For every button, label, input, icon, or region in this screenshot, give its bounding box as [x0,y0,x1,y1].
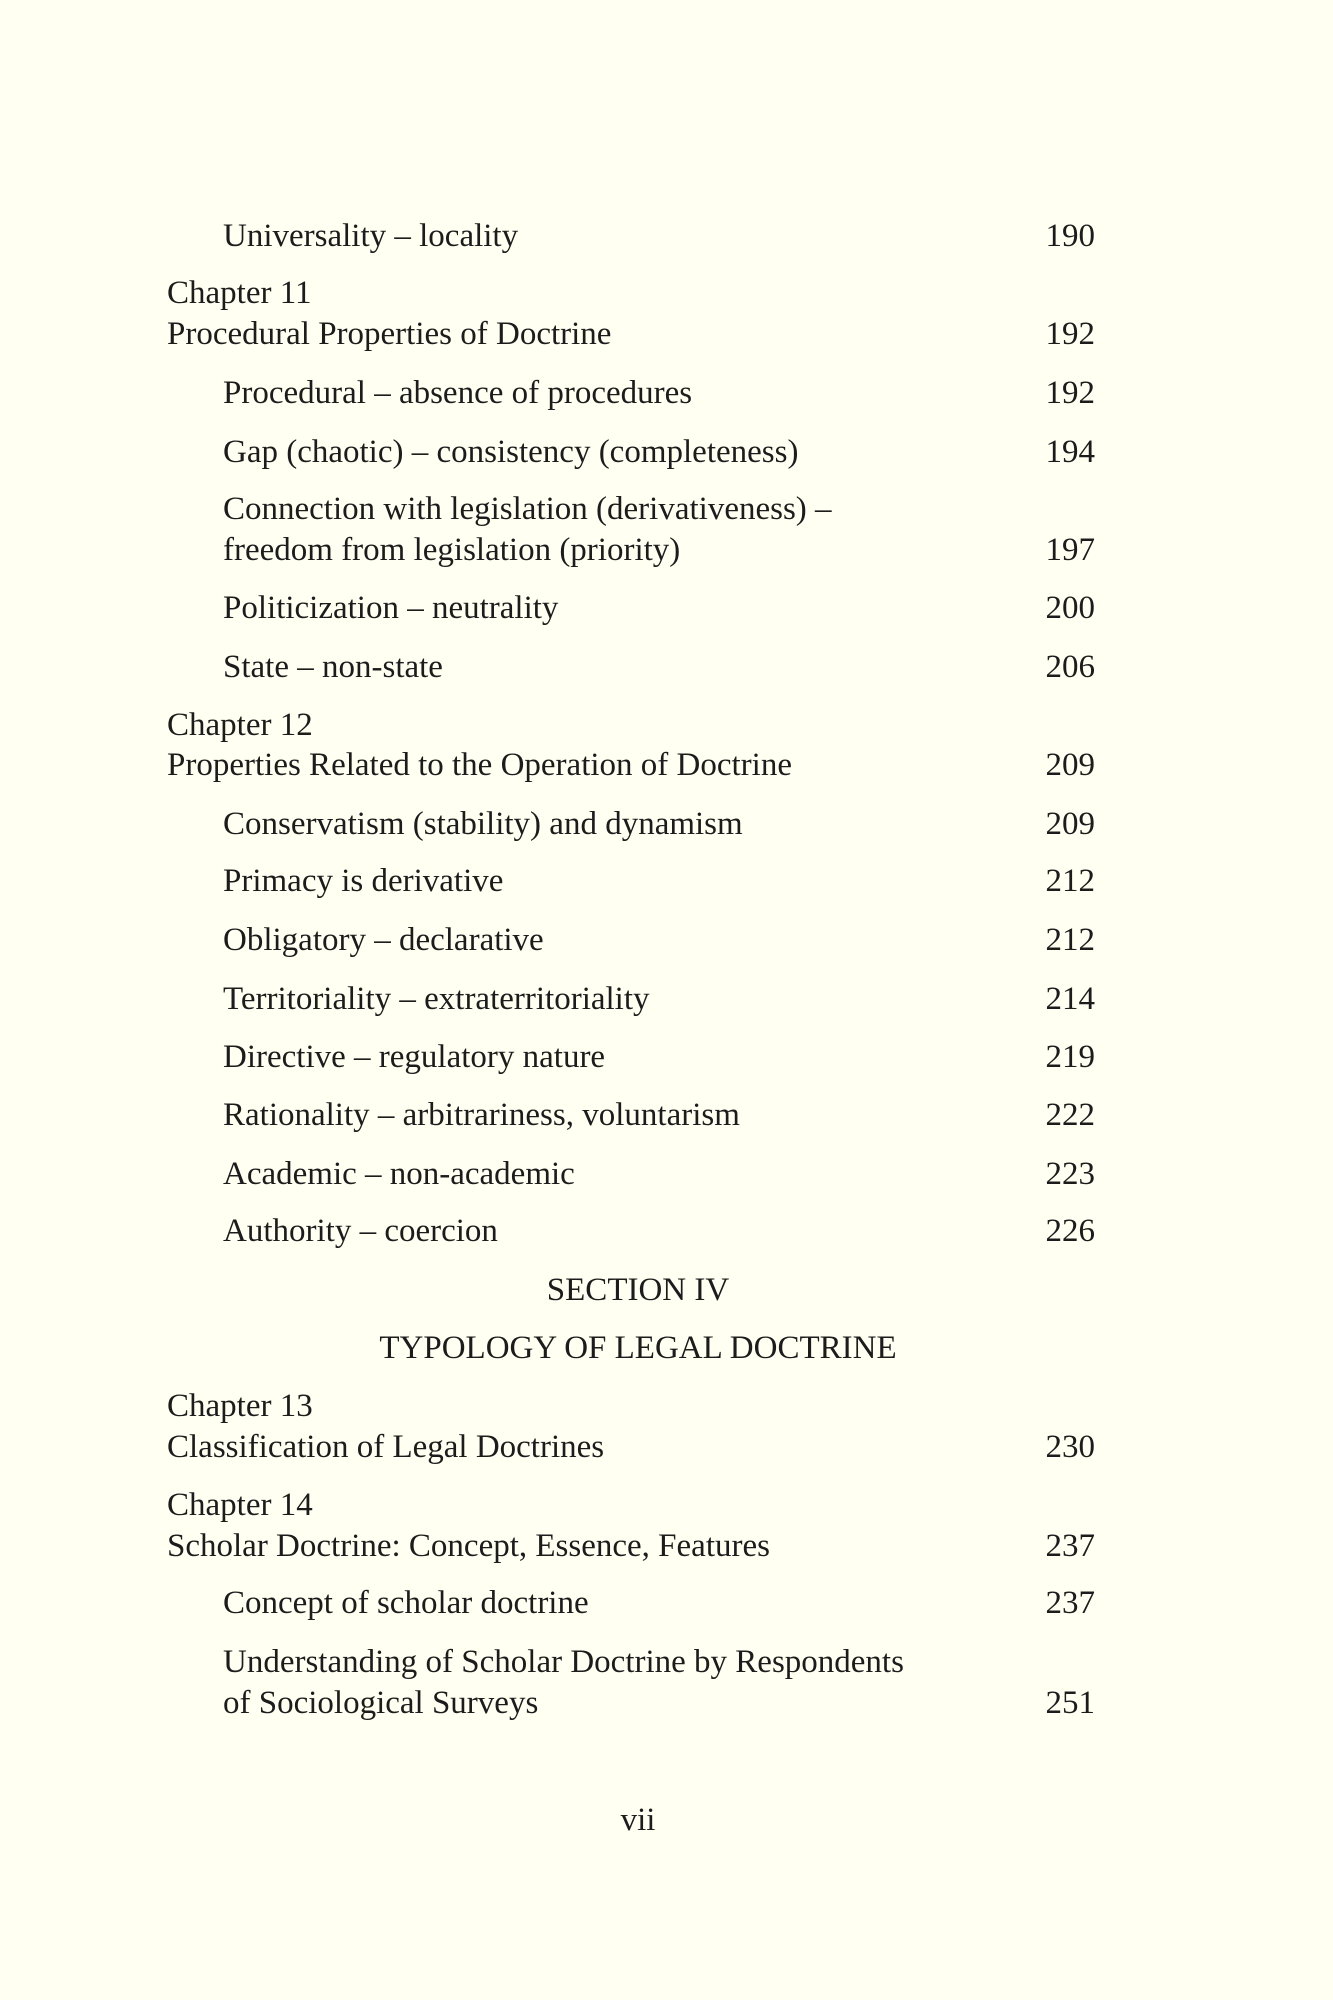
toc-entry-page: 194 [1045,434,1096,470]
toc-entry-page: 212 [1045,922,1096,958]
toc-entry-title: Directive – regulatory nature [223,1039,606,1075]
toc-entry-page: 192 [1045,316,1096,352]
toc-entry: SECTION IV [0,1270,1333,1310]
toc-entry: of Sociological Surveys 251 [0,1683,1333,1723]
toc-entry-title: Chapter 11 [167,275,312,311]
toc-entry: Procedural Properties of Doctrine 192 [0,314,1333,354]
toc-entry: Directive – regulatory nature 219 [0,1037,1333,1077]
toc-entry-title: Authority – coercion [223,1213,498,1249]
toc-entry-title: Academic – non-academic [223,1156,575,1192]
toc-entry-page: 200 [1045,590,1096,626]
toc-entry: TYPOLOGY OF LEGAL DOCTRINE [0,1328,1333,1368]
toc-entry: Obligatory – declarative 212 [0,920,1333,960]
toc-entry-title: Concept of scholar doctrine [223,1585,589,1621]
toc-entry-page: 192 [1045,375,1096,411]
toc-entry: Connection with legislation (derivativen… [0,489,1333,529]
toc-entry-page: 251 [1045,1685,1096,1721]
toc-entry-title: Rationality – arbitrariness, voluntarism [223,1097,740,1133]
toc-entry-page: 206 [1045,649,1096,685]
toc-entry-title: Primacy is derivative [223,863,504,899]
toc-entry: Concept of scholar doctrine 237 [0,1583,1333,1623]
toc-entry: Procedural – absence of procedures 192 [0,373,1333,413]
toc-entry-title: Conservatism (stability) and dynamism [223,806,743,842]
toc-entry-page: 222 [1045,1097,1096,1133]
page-number-row: vii [0,1800,1333,1840]
toc-entry: Conservatism (stability) and dynamism 209 [0,804,1333,844]
toc-entry: Chapter 13 [0,1386,1333,1426]
toc-entry: Understanding of Scholar Doctrine by Res… [0,1642,1333,1682]
toc-entry: Gap (chaotic) – consistency (completenes… [0,432,1333,472]
toc-entry-title: Properties Related to the Operation of D… [167,747,792,783]
toc-entry: Chapter 12 [0,705,1333,745]
toc-entry-page: 237 [1045,1585,1096,1621]
toc-entry-title: Obligatory – declarative [223,922,544,958]
toc-entry-page: 190 [1045,218,1096,254]
toc-entry-page: 219 [1045,1039,1096,1075]
toc-entry: Politicization – neutrality 200 [0,588,1333,628]
toc-entry-title: Chapter 14 [167,1487,313,1523]
toc-entry: Universality – locality 190 [0,216,1333,256]
toc-entry-page: 237 [1045,1528,1096,1564]
toc-entry: Properties Related to the Operation of D… [0,745,1333,785]
toc-entry-title: Procedural – absence of procedures [223,375,693,411]
toc-entry-page: 214 [1045,981,1096,1017]
toc-entry-title: Territoriality – extraterritoriality [223,981,650,1017]
toc-entry: Classification of Legal Doctrines 230 [0,1427,1333,1467]
toc-entry: Authority – coercion 226 [0,1211,1333,1251]
toc-entry-title: Chapter 12 [167,707,313,743]
toc-entry-page: 212 [1045,863,1096,899]
toc-entry: Territoriality – extraterritoriality 214 [0,979,1333,1019]
toc-entry-title: Procedural Properties of Doctrine [167,316,612,352]
toc-entry: State – non-state 206 [0,647,1333,687]
toc-entry-title: Universality – locality [223,218,519,254]
toc-entry-page: 223 [1045,1156,1096,1192]
toc-entry-title: Classification of Legal Doctrines [167,1429,605,1465]
toc-entry-page: 226 [1045,1213,1096,1249]
toc-entry: Rationality – arbitrariness, voluntarism… [0,1095,1333,1135]
toc-entry: Chapter 11 [0,273,1333,313]
toc-entry-title: State – non-state [223,649,443,685]
toc-entry: freedom from legislation (priority) 197 [0,530,1333,570]
page-number: vii [620,1802,656,1838]
toc-entry-page: 209 [1045,806,1096,842]
toc-entry-title: freedom from legislation (priority) [223,532,681,568]
toc-entry-page: 197 [1045,532,1096,568]
toc-entry: Primacy is derivative 212 [0,861,1333,901]
toc-entry-title: of Sociological Surveys [223,1685,539,1721]
toc-entry: Scholar Doctrine: Concept, Essence, Feat… [0,1526,1333,1566]
toc-entry-title: Gap (chaotic) – consistency (completenes… [223,434,799,470]
toc-entry-title: Politicization – neutrality [223,590,559,626]
toc-entry-page: 230 [1045,1429,1096,1465]
toc-entry-title: Scholar Doctrine: Concept, Essence, Feat… [167,1528,770,1564]
toc-entry-title: Chapter 13 [167,1388,313,1424]
toc-entry: Chapter 14 [0,1485,1333,1525]
toc-entry-page: 209 [1045,747,1096,783]
toc-entry: Academic – non-academic 223 [0,1154,1333,1194]
section-heading: SECTION IV [546,1272,730,1308]
toc-entry-title: Understanding of Scholar Doctrine by Res… [223,1644,904,1680]
toc-entry-title: Connection with legislation (derivativen… [223,491,832,527]
section-heading: TYPOLOGY OF LEGAL DOCTRINE [379,1330,897,1366]
